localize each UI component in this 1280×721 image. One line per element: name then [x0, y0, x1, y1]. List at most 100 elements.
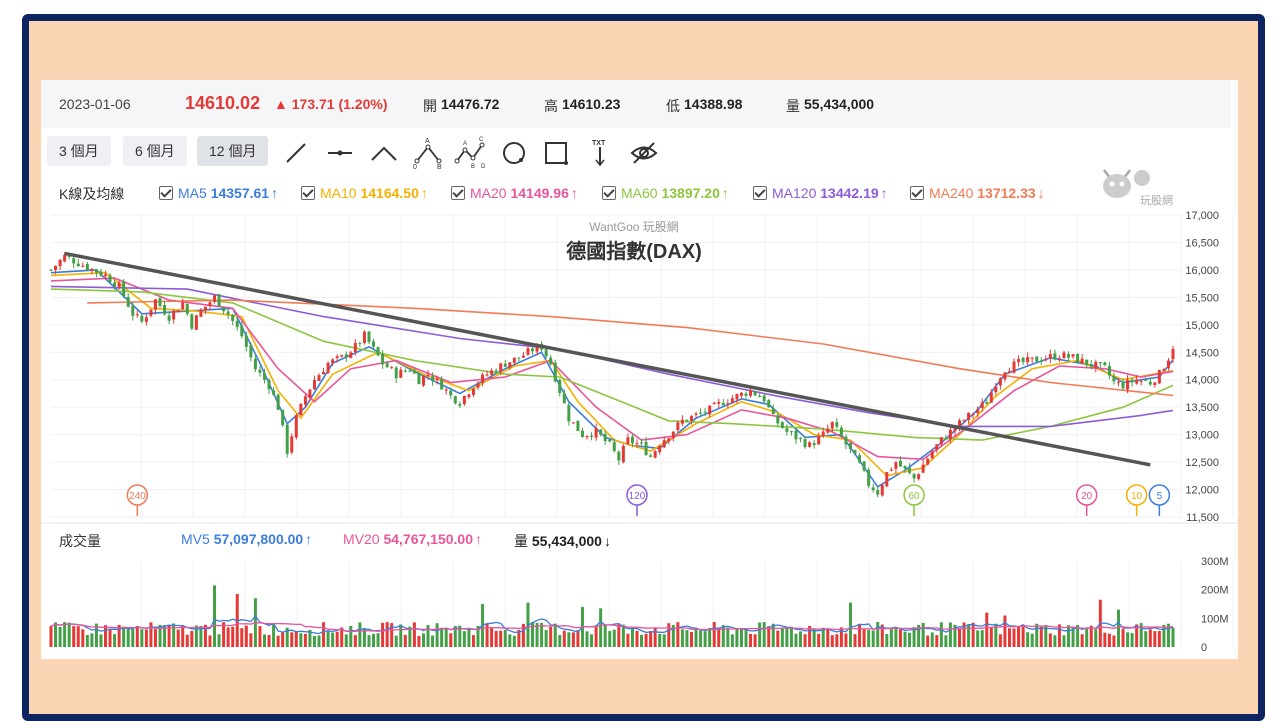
volume-bar [213, 585, 217, 647]
volume-bar [226, 627, 230, 647]
ma10-checkbox[interactable] [301, 186, 315, 200]
price-chart[interactable]: WantGoo 玩股網 德國指數(DAX) 240 120 60 20 10 5 17,0… [41, 80, 1238, 659]
candle-body [367, 331, 371, 343]
candle-body [226, 311, 230, 315]
candle-body [676, 422, 680, 431]
candle-body [90, 268, 94, 271]
candle [267, 377, 271, 395]
volume-bar [1071, 626, 1075, 647]
candle [412, 368, 416, 374]
candle-body [1162, 369, 1166, 372]
rectangle-tool-icon[interactable] [539, 136, 573, 170]
volume-bar [122, 626, 126, 647]
ma20-checkbox[interactable] [451, 186, 465, 200]
volume-bar [799, 631, 803, 647]
ma5-legend[interactable]: MA5 14357.61 [159, 184, 278, 201]
candle-body [1030, 357, 1034, 359]
volume-bar [935, 635, 939, 647]
candle [912, 473, 916, 483]
volume-bar [135, 625, 139, 647]
candle [980, 398, 984, 412]
candle [372, 338, 376, 350]
candle-body [785, 428, 789, 432]
candle-body [1116, 381, 1120, 383]
volume-bar [1144, 631, 1148, 647]
candle-body [908, 467, 912, 473]
candle-body [612, 442, 616, 451]
candle-body [353, 343, 357, 353]
ma120-legend[interactable]: MA120 13442.19 [753, 184, 888, 201]
candle [858, 453, 862, 464]
candle [1067, 351, 1071, 362]
line-tool-icon[interactable] [279, 136, 313, 170]
ma60-checkbox[interactable] [602, 186, 616, 200]
candle [853, 449, 857, 454]
volume-bar [190, 631, 194, 647]
candle [558, 378, 562, 397]
ma-marker-240: 240 [126, 484, 149, 516]
volume-bar [553, 623, 557, 647]
candle [417, 371, 421, 385]
volume-bar [1026, 632, 1030, 647]
ma240-checkbox[interactable] [910, 186, 924, 200]
ma10-legend[interactable]: MA10 14164.50 [301, 184, 428, 201]
volume-bar [717, 628, 721, 647]
candle-body [712, 402, 716, 405]
abcd-pattern-tool-icon[interactable]: A C B D [453, 136, 487, 170]
volume-bar [567, 632, 571, 647]
abcd-letter-d: D [481, 164, 486, 170]
candle-body [249, 345, 253, 358]
ma60-legend[interactable]: MA60 13897.20 [602, 184, 729, 201]
volume-bar [1053, 635, 1057, 647]
volume-bar [839, 627, 843, 647]
volume-bar [499, 630, 503, 647]
candle-body [721, 402, 725, 406]
ma60-name: MA60 [621, 185, 658, 201]
range-3m-button[interactable]: 3 個月 [47, 136, 111, 166]
candle [367, 330, 371, 345]
candle-body [726, 403, 730, 405]
candle-body [167, 315, 171, 321]
volume-bar [385, 622, 389, 647]
angle-tool-icon[interactable] [367, 136, 401, 170]
candle [1076, 353, 1080, 363]
candle [1112, 372, 1116, 385]
range-6m-button[interactable]: 6 個月 [123, 136, 187, 166]
candle [1103, 361, 1107, 367]
circle-tool-icon[interactable] [497, 136, 531, 170]
volume-bar [1094, 629, 1098, 647]
candle [794, 427, 798, 445]
candle [54, 265, 58, 275]
range-12m-button[interactable]: 12 個月 [197, 136, 269, 166]
candle [1030, 357, 1034, 364]
candle-body [803, 439, 807, 448]
ma240-legend[interactable]: MA240 13712.33 [910, 184, 1045, 201]
candle [630, 433, 634, 448]
mv20-legend: MV20 54,767,150.00 [343, 531, 482, 547]
horizontal-line-tool-icon[interactable] [323, 136, 357, 170]
candle-body [481, 374, 485, 383]
candle-body [108, 275, 112, 283]
candle-body [553, 362, 557, 382]
candle [172, 309, 176, 324]
trendline[interactable] [64, 251, 1151, 467]
ma5-checkbox[interactable] [159, 186, 173, 200]
text-tool-icon[interactable]: TXT [583, 136, 617, 170]
volume-bar [362, 627, 366, 647]
candle [871, 483, 875, 493]
abc-pattern-tool-icon[interactable]: A 0 B [411, 136, 445, 170]
ma60-value: 13897.20 [661, 185, 728, 201]
ma20-legend[interactable]: MA20 14149.96 [451, 184, 578, 201]
volume-bar [1112, 635, 1116, 647]
candle [467, 393, 471, 399]
candle-body [590, 435, 594, 437]
candle [1139, 379, 1143, 386]
ma120-checkbox[interactable] [753, 186, 767, 200]
volume-bar [90, 633, 94, 647]
candle-body [208, 302, 212, 306]
volume-bar [353, 635, 357, 647]
candle [994, 383, 998, 396]
volume-bar [694, 627, 698, 647]
candle-body [335, 356, 339, 358]
hide-drawings-icon[interactable] [627, 136, 661, 170]
